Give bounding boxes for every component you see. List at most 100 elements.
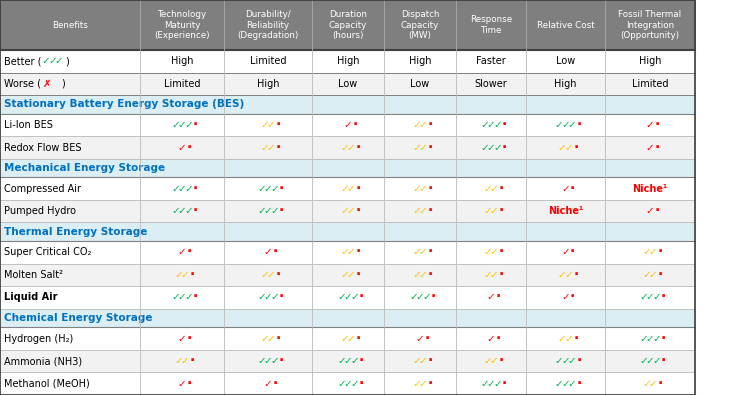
Bar	[526, 241, 605, 263]
Text: Molten Salt²: Molten Salt²	[4, 270, 63, 280]
Text: ·: ·	[279, 182, 284, 196]
Text: ✓: ✓	[565, 270, 573, 280]
Text: ✓: ✓	[177, 184, 186, 194]
Text: Technology
Maturity
(Experience): Technology Maturity (Experience)	[154, 10, 210, 40]
Text: ✓: ✓	[639, 333, 648, 344]
Text: ·: ·	[499, 182, 504, 196]
Text: ✓: ✓	[257, 206, 266, 216]
Bar	[312, 372, 384, 395]
Text: ·: ·	[190, 354, 195, 368]
Text: ✓: ✓	[490, 247, 498, 257]
Text: ·: ·	[502, 118, 507, 132]
Text: ✓: ✓	[419, 206, 427, 216]
Text: ✓: ✓	[568, 120, 576, 130]
Text: ·: ·	[276, 141, 281, 154]
Bar	[526, 350, 605, 372]
Bar	[605, 350, 695, 372]
Text: ✓: ✓	[649, 270, 658, 280]
Text: Low: Low	[556, 56, 575, 66]
Text: ✓: ✓	[412, 247, 421, 257]
Text: ·: ·	[359, 354, 364, 368]
Text: ✓: ✓	[263, 206, 273, 216]
Text: ·: ·	[577, 354, 582, 368]
Text: ✓: ✓	[487, 120, 495, 130]
Text: ✓: ✓	[643, 247, 651, 257]
Text: Li-Ion BES: Li-Ion BES	[4, 120, 53, 130]
Bar	[456, 327, 526, 350]
Bar	[224, 136, 312, 159]
Text: ✓: ✓	[415, 333, 424, 344]
Text: ✓: ✓	[337, 292, 346, 303]
Text: ✓: ✓	[184, 184, 193, 194]
Text: ✓: ✓	[490, 184, 498, 194]
Bar	[312, 50, 384, 73]
Text: ·: ·	[428, 118, 433, 132]
Bar	[605, 114, 695, 136]
Text: ·: ·	[356, 331, 361, 346]
Text: ·: ·	[499, 204, 504, 218]
Text: ✓: ✓	[412, 184, 421, 194]
Bar	[224, 372, 312, 395]
Text: ✗: ✗	[42, 79, 51, 89]
Bar	[224, 200, 312, 222]
Text: ✓: ✓	[422, 292, 431, 303]
Text: ✓: ✓	[487, 292, 495, 303]
Text: ·: ·	[428, 245, 433, 259]
Text: Low: Low	[338, 79, 358, 89]
Bar	[605, 286, 695, 309]
Text: ✓: ✓	[487, 143, 495, 152]
Text: ✓: ✓	[347, 206, 356, 216]
Bar	[605, 177, 695, 200]
Text: ✓: ✓	[493, 143, 502, 152]
Text: ✓: ✓	[270, 184, 279, 194]
Text: ✓: ✓	[263, 247, 273, 257]
Text: Redox Flow BES: Redox Flow BES	[4, 143, 82, 152]
Text: ·: ·	[356, 204, 361, 218]
Bar	[224, 177, 312, 200]
Text: ✓: ✓	[493, 120, 502, 130]
Bar	[456, 350, 526, 372]
Bar	[140, 73, 224, 95]
Text: ·: ·	[573, 141, 578, 154]
Text: ✓: ✓	[561, 120, 570, 130]
Text: ✓: ✓	[558, 143, 566, 152]
Bar	[0, 309, 695, 327]
Bar	[140, 177, 224, 200]
Bar	[456, 136, 526, 159]
Bar	[605, 73, 695, 95]
Text: ·: ·	[655, 118, 660, 132]
Bar	[384, 114, 456, 136]
Text: Slower: Slower	[475, 79, 507, 89]
Bar	[312, 286, 384, 309]
Text: ✓: ✓	[487, 379, 495, 389]
Text: ✓: ✓	[490, 206, 498, 216]
Text: Low: Low	[411, 79, 430, 89]
Text: ✓: ✓	[181, 270, 190, 280]
Bar	[140, 286, 224, 309]
Bar	[605, 136, 695, 159]
Bar	[605, 200, 695, 222]
Text: ·: ·	[655, 141, 660, 154]
Text: High: High	[554, 79, 577, 89]
Bar	[224, 350, 312, 372]
Bar	[526, 177, 605, 200]
Text: ·: ·	[359, 290, 364, 305]
Bar	[456, 0, 526, 50]
Bar	[456, 263, 526, 286]
Text: ·: ·	[570, 182, 575, 196]
Text: ✓: ✓	[480, 379, 489, 389]
Bar	[605, 50, 695, 73]
Text: ✓: ✓	[171, 292, 180, 303]
Text: ·: ·	[658, 268, 663, 282]
Text: ✓: ✓	[412, 120, 421, 130]
Text: ·: ·	[353, 118, 358, 132]
Text: ✓: ✓	[177, 333, 186, 344]
Text: ✓: ✓	[174, 356, 183, 366]
Text: ·: ·	[279, 204, 284, 218]
Text: High: High	[639, 56, 661, 66]
Text: ✓: ✓	[177, 247, 186, 257]
Text: ✓: ✓	[419, 120, 427, 130]
Text: ✓: ✓	[341, 270, 349, 280]
Text: ·: ·	[193, 118, 199, 132]
Text: ✓: ✓	[270, 356, 279, 366]
